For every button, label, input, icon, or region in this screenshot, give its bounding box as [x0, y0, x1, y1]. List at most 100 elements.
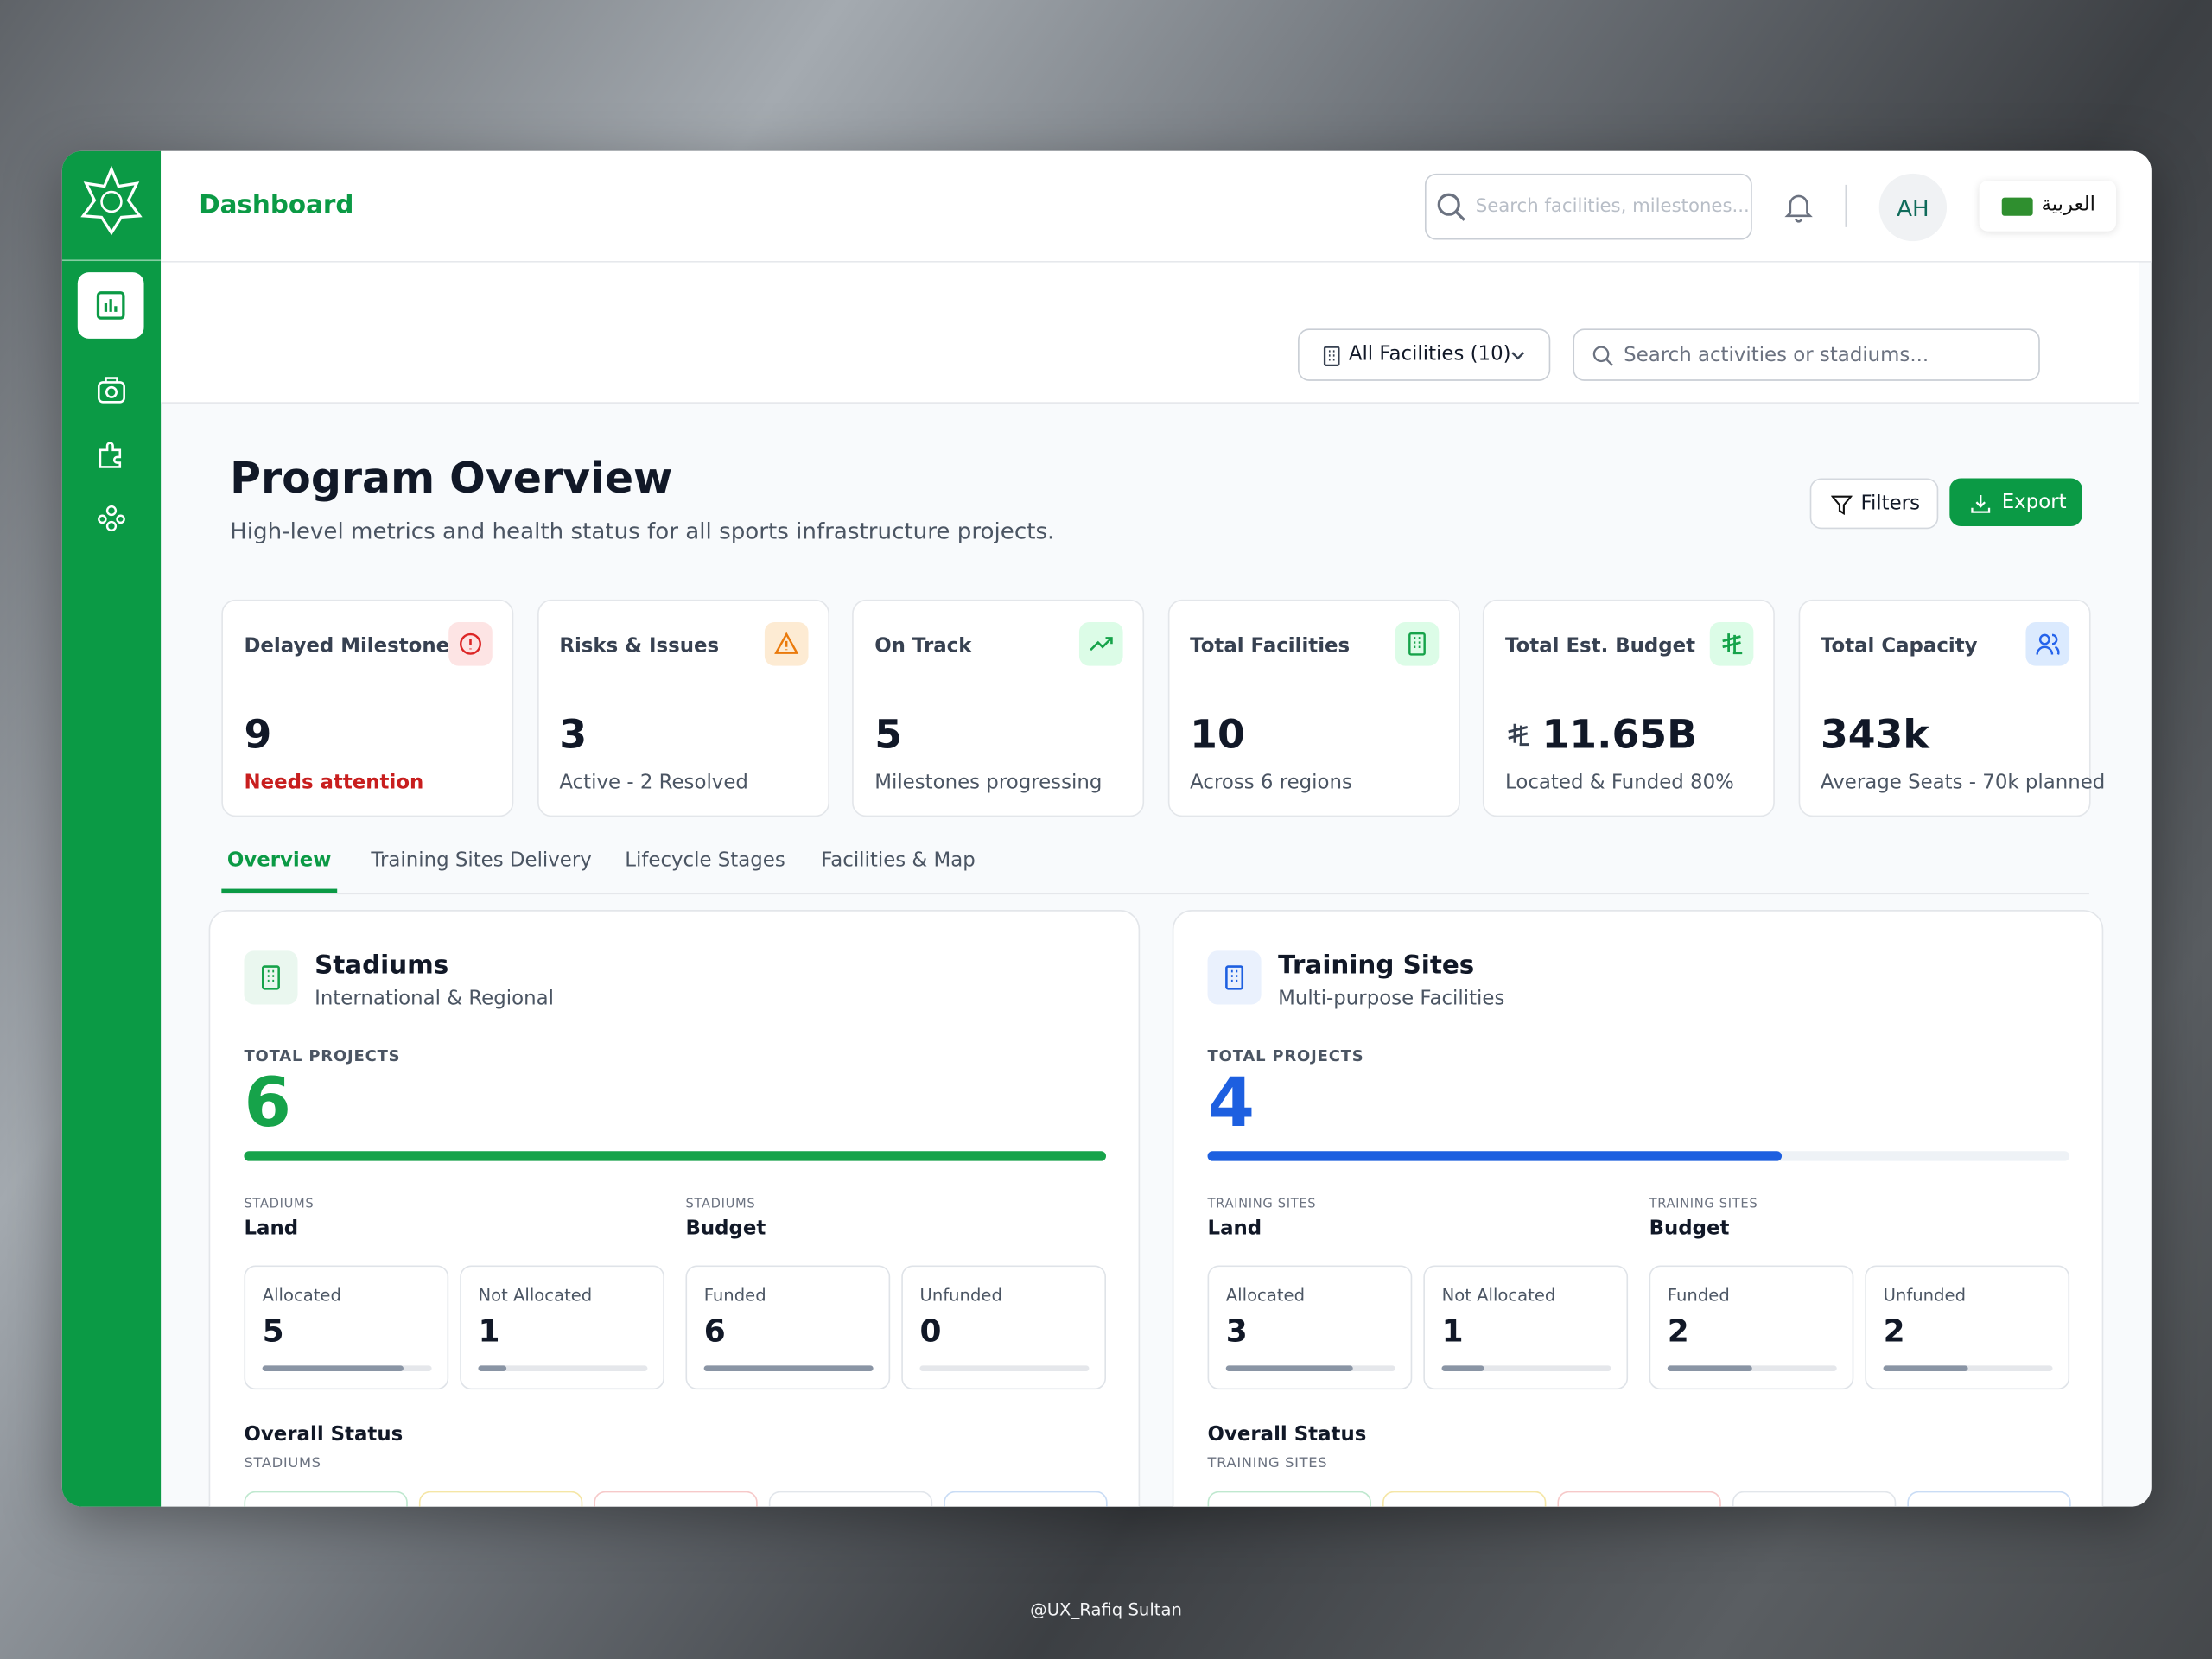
nav-modules[interactable]	[96, 439, 127, 470]
total-value: 6	[244, 1064, 291, 1143]
tab[interactable]: Training Sites Delivery	[371, 849, 592, 872]
metric-label: Unfunded	[919, 1285, 1002, 1306]
notifications[interactable]	[1784, 192, 1813, 223]
avatar-initials: AH	[1897, 194, 1929, 221]
tab-indicator	[221, 888, 338, 893]
kpi-icon	[1709, 622, 1754, 666]
activity-search[interactable]: Search activities or stadiums...	[1573, 328, 2040, 381]
kpi-value: 9	[244, 710, 272, 758]
metric-label: Allocated	[1225, 1285, 1305, 1306]
group-title: Budget	[685, 1217, 766, 1241]
tab[interactable]: Lifecycle Stages	[625, 849, 785, 872]
kpi-label: Total Facilities	[1190, 634, 1351, 658]
page-title: Program Overview	[230, 454, 673, 504]
metric-track	[1883, 1365, 2053, 1371]
group-caption: STADIUMS	[244, 1198, 315, 1212]
kpi-note: Active - 2 Resolved	[559, 772, 748, 795]
metric-value: 1	[478, 1314, 500, 1351]
global-search[interactable]: Search facilities, milestones...	[1424, 173, 1752, 240]
kpi-label: On Track	[874, 634, 972, 658]
group-title: Land	[1207, 1217, 1262, 1241]
nav-projects[interactable]	[96, 374, 127, 405]
avatar[interactable]: AH	[1878, 173, 1948, 242]
metric-track	[1667, 1365, 1837, 1371]
kpi-label: Delayed Milestones	[244, 634, 461, 658]
tab-divider	[221, 893, 2089, 895]
metric-bar	[262, 1365, 404, 1371]
kpi-note: Across 6 regions	[1190, 772, 1352, 795]
kpi-icon	[1078, 622, 1123, 666]
metric-label: Funded	[1667, 1285, 1730, 1306]
metric-tile: Not Allocated 1	[460, 1265, 664, 1390]
export-button[interactable]: Export	[1949, 478, 2082, 526]
status-chip	[418, 1491, 583, 1507]
metric-track	[919, 1365, 1090, 1371]
kpi-value: 11.65B	[1541, 710, 1697, 758]
metric-label: Unfunded	[1883, 1285, 1967, 1306]
panel-icon	[244, 950, 298, 1005]
facility-filter[interactable]: All Facilities (10)	[1298, 328, 1551, 381]
kpi-label: Total Capacity	[1820, 634, 1978, 658]
kpi-card[interactable]: Delayed Milestones 9 Needs attention	[221, 599, 514, 817]
metric-tile: Unfunded 2	[1865, 1265, 2070, 1390]
group-caption: STADIUMS	[685, 1198, 756, 1212]
kpi-card[interactable]: Total Est. Budget 11.65B Located & Funded …	[1482, 599, 1775, 817]
total-bar	[1207, 1151, 1783, 1161]
status-chip	[1382, 1491, 1547, 1507]
currency-symbol	[1505, 722, 1530, 747]
status-chip	[768, 1491, 933, 1507]
panel-subtitle: Multi-purpose Facilities	[1278, 987, 1505, 1010]
status-chip	[1907, 1491, 2071, 1507]
search-placeholder: Search facilities, milestones...	[1475, 195, 1750, 218]
metric-tile: Allocated 5	[244, 1265, 449, 1390]
group-caption: TRAINING SITES	[1649, 1198, 1758, 1212]
kpi-note: Milestones progressing	[874, 772, 1103, 795]
total-label: TOTAL PROJECTS	[1207, 1046, 1364, 1065]
kpi-card[interactable]: On Track 5 Milestones progressing	[852, 599, 1145, 817]
toolbar: All Facilities (10) Search activities or…	[161, 262, 2139, 404]
metric-tile: Funded 2	[1649, 1265, 1854, 1390]
status-caption: STADIUMS	[244, 1455, 321, 1471]
metric-bar	[1441, 1365, 1484, 1371]
tab[interactable]: Overview	[226, 849, 332, 872]
metric-tile: Allocated 3	[1207, 1265, 1413, 1390]
status-chip	[594, 1491, 758, 1507]
status-chip	[1557, 1491, 1721, 1507]
metric-value: 2	[1883, 1314, 1905, 1351]
divider	[1845, 184, 1847, 227]
nav-team[interactable]	[96, 504, 127, 535]
metric-label: Not Allocated	[478, 1285, 593, 1306]
kpi-icon	[448, 622, 493, 666]
kpi-icon	[1394, 622, 1439, 666]
total-bar	[244, 1151, 1106, 1161]
language-switch[interactable]: العربية	[1979, 180, 2116, 232]
kpi-card[interactable]: Risks & Issues 3 Active - 2 Resolved	[537, 599, 830, 817]
filters-label: Filters	[1860, 492, 1920, 515]
metric-value: 3	[1225, 1314, 1248, 1351]
export-label: Export	[2001, 491, 2067, 514]
kpi-note: Located & Funded 80%	[1505, 772, 1734, 795]
metric-track	[1441, 1365, 1611, 1371]
status-chip	[244, 1491, 408, 1507]
kpi-label: Risks & Issues	[559, 634, 720, 658]
panel-icon	[1207, 950, 1262, 1005]
kpi-card[interactable]: Total Facilities 10 Across 6 regions	[1167, 599, 1459, 817]
kpi-icon	[2024, 622, 2069, 666]
kpi-card[interactable]: Total Capacity 343k Average Seats - 70k pl…	[1797, 599, 2105, 817]
metric-bar	[478, 1365, 507, 1371]
kpi-note: Average Seats - 70k planned	[1820, 772, 2106, 795]
metric-value: 6	[703, 1314, 726, 1351]
tab[interactable]: Facilities & Map	[821, 849, 976, 872]
status-chip	[1732, 1491, 1897, 1507]
metric-tile: Unfunded 0	[901, 1265, 1106, 1390]
status-caption: TRAINING SITES	[1207, 1455, 1328, 1471]
metric-value: 5	[262, 1314, 284, 1351]
kpi-value: 343k	[1820, 710, 1929, 758]
status-title: Overall Status	[244, 1423, 404, 1446]
panel-title: Training Sites	[1278, 950, 1475, 981]
filters-button[interactable]: Filters	[1809, 478, 1939, 530]
app-window: Dashboard Search facilities, milestones.…	[61, 150, 2152, 1507]
language-label: العربية	[2041, 193, 2095, 216]
nav-dashboard[interactable]	[77, 272, 144, 339]
